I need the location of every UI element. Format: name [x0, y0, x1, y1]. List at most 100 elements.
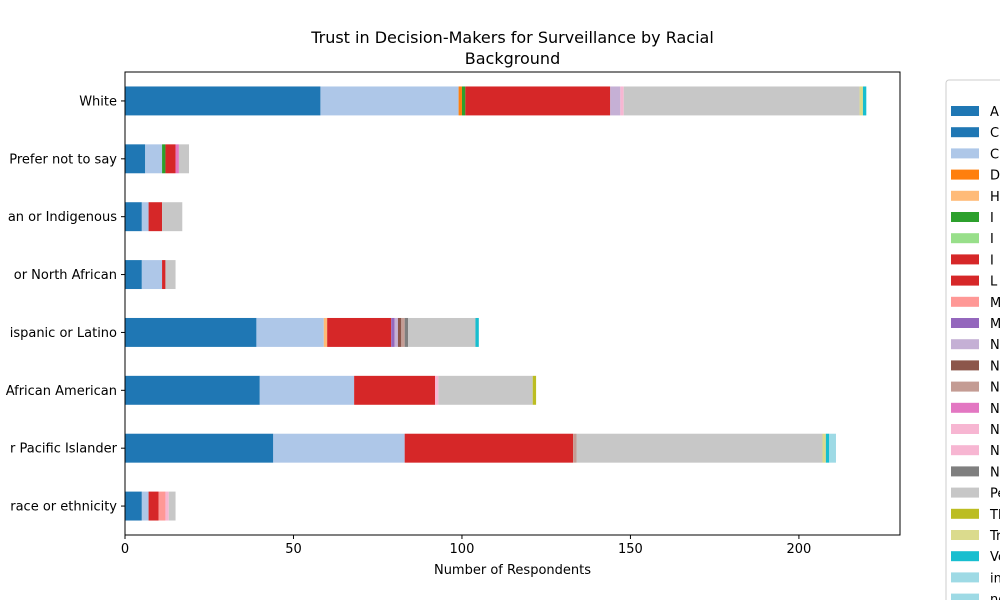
legend-swatch — [951, 487, 979, 498]
y-tick-label: ispanic or Latino — [10, 326, 117, 341]
legend-label: A — [990, 105, 999, 120]
bar-segment — [141, 202, 149, 232]
bar-segment — [825, 433, 830, 463]
bar-segment — [323, 317, 328, 347]
bar-segment — [404, 317, 409, 347]
legend-label: C — [990, 126, 999, 141]
y-tick-label: an or Indigenous — [8, 210, 117, 225]
y-tick-label: Prefer not to say — [9, 152, 117, 167]
legend-label: N — [990, 402, 1000, 417]
x-axis: 0 50 100 150 200 — [121, 535, 811, 557]
bar-segment — [623, 86, 860, 116]
bar-segment — [610, 86, 621, 116]
y-tick-label: or North African — [14, 268, 117, 283]
legend-label: C — [990, 147, 999, 162]
bar-segment — [125, 260, 142, 290]
bar-segment — [125, 491, 142, 521]
bar-segment — [822, 433, 826, 463]
bar-segment — [125, 317, 257, 347]
bars-layer — [125, 86, 867, 521]
x-tick-label: 100 — [450, 542, 475, 557]
bar-segment — [125, 202, 142, 232]
legend-swatch — [951, 466, 979, 477]
bar-segment — [397, 317, 402, 347]
legend-swatch — [951, 530, 979, 540]
legend-label: I — [990, 232, 994, 247]
legend-swatch — [951, 296, 979, 307]
legend-swatch — [951, 190, 979, 201]
bar-segment — [162, 202, 183, 232]
legend-swatch — [951, 127, 979, 138]
legend-swatch — [951, 106, 979, 116]
legend-label: N — [990, 444, 1000, 459]
legend-label: H — [990, 190, 1000, 205]
bar-segment — [829, 433, 836, 463]
legend-label: N — [990, 423, 1000, 438]
x-tick-label: 200 — [786, 542, 811, 557]
bar-segment — [141, 491, 149, 521]
chart-title-line-2: Background — [465, 49, 560, 68]
y-tick-label: r Pacific Islander — [10, 442, 118, 457]
bar-segment — [859, 86, 863, 116]
legend-label: I — [990, 253, 994, 268]
bar-segment — [320, 86, 459, 116]
legend-label: Th — [989, 508, 1000, 523]
bar-segment — [162, 144, 166, 174]
legend-swatch — [951, 508, 979, 519]
bar-segment — [259, 375, 355, 405]
bar-segment — [256, 317, 324, 347]
bar-segment — [178, 144, 190, 174]
bar-segment — [458, 86, 462, 116]
bar-segment — [862, 86, 867, 116]
y-tick-label: race or ethnicity — [10, 500, 117, 515]
legend-swatch — [951, 360, 979, 371]
bar-segment — [327, 317, 392, 347]
legend-swatch — [951, 275, 979, 286]
bar-segment — [165, 144, 176, 174]
bar-segment — [125, 86, 321, 116]
bar-segment — [148, 202, 163, 232]
legend-swatch — [951, 593, 979, 600]
legend-swatch — [951, 445, 979, 456]
bar-segment — [125, 144, 146, 174]
legend-label: N — [990, 359, 1000, 374]
legend-label: N — [990, 381, 1000, 396]
legend-label: in — [990, 571, 1000, 586]
bar-segment — [273, 433, 405, 463]
bar-segment — [165, 491, 169, 521]
bar-segment — [125, 433, 274, 463]
legend-swatch — [951, 169, 979, 180]
bar-segment — [162, 260, 166, 290]
legend-swatch — [951, 339, 979, 350]
legend-swatch — [951, 233, 979, 244]
legend-label: D — [990, 169, 1000, 184]
legend-label: Pe — [990, 487, 1000, 502]
bar-segment — [573, 433, 577, 463]
x-tick-label: 50 — [285, 542, 302, 557]
x-axis-label: Number of Respondents — [434, 563, 591, 578]
bar-segment — [401, 317, 405, 347]
legend-swatch — [951, 551, 979, 562]
legend-swatch — [951, 318, 979, 328]
bar-segment — [394, 317, 398, 347]
legend: ACCDHIIILMMNNNNNNNPeThTrVeinno — [945, 79, 1000, 600]
y-axis: White Prefer not to say an or Indigenous or… — [6, 94, 125, 515]
plot-frame — [124, 71, 901, 536]
bar-segment — [475, 317, 479, 347]
x-tick-label: 0 — [121, 542, 129, 557]
legend-label: M — [990, 317, 1000, 332]
bar-segment — [168, 491, 176, 521]
bar-segment — [391, 317, 395, 347]
legend-swatch — [951, 254, 979, 265]
bar-segment — [408, 317, 476, 347]
y-tick-label: White — [79, 94, 117, 109]
legend-label: no — [990, 593, 1000, 600]
legend-label: N — [990, 338, 1000, 353]
bar-segment — [461, 86, 466, 116]
legend-label: N — [990, 465, 1000, 480]
legend-label: M — [990, 296, 1000, 311]
bar-segment — [125, 375, 260, 405]
bar-segment — [438, 375, 533, 405]
bar-segment — [175, 144, 179, 174]
